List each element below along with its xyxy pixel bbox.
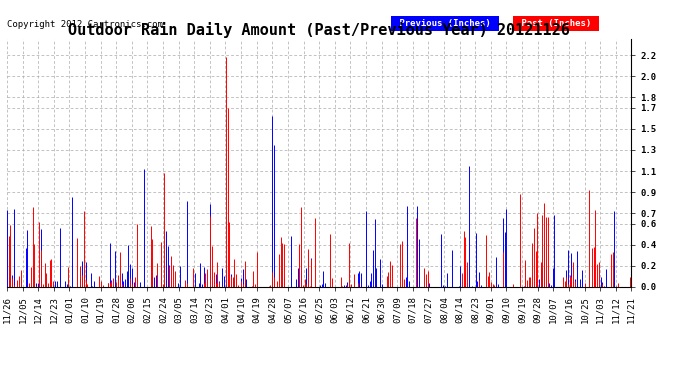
Text: Copyright 2012 Cartronics.com: Copyright 2012 Cartronics.com (7, 21, 163, 30)
Text: Past (Inches): Past (Inches) (516, 19, 596, 28)
Text: Previous (Inches): Previous (Inches) (394, 19, 496, 28)
Title: Outdoor Rain Daily Amount (Past/Previous Year) 20121126: Outdoor Rain Daily Amount (Past/Previous… (68, 22, 570, 38)
